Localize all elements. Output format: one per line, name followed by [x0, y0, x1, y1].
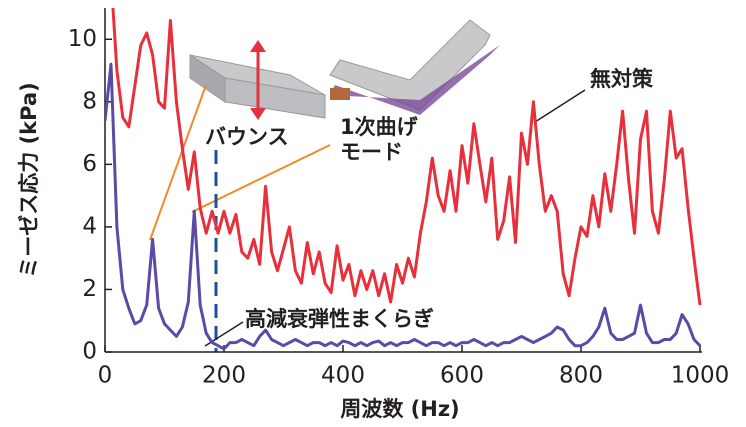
series-label: 無対策: [590, 67, 654, 91]
leader-line: [192, 145, 330, 212]
x-tick-label: 400: [321, 363, 365, 389]
annotation: バウンス: [205, 125, 289, 149]
y-tick-label: 10: [68, 26, 97, 52]
bounce-image: [190, 40, 325, 120]
annotation: 1次曲げ: [340, 115, 419, 139]
series-line: [111, 0, 700, 305]
y-tick-label: 6: [82, 151, 97, 177]
x-tick-label: 800: [559, 363, 603, 389]
bending-image: [330, 20, 500, 115]
x-tick-label: 200: [202, 363, 246, 389]
y-tick-label: 4: [82, 213, 97, 239]
y-tick-label: 8: [82, 88, 97, 114]
x-tick-label: 0: [98, 363, 113, 389]
y-axis-label: ミーゼス応力 (kPa): [17, 82, 41, 277]
x-axis-label: 周波数 (Hz): [340, 397, 459, 421]
x-tick-label: 600: [440, 363, 484, 389]
y-tick-label: 0: [82, 339, 97, 365]
series-label: 高減衰弾性まくらぎ: [245, 307, 434, 331]
y-tick-label: 2: [82, 276, 97, 302]
annotation: モード: [340, 140, 403, 164]
chart: ミーゼス応力 (kPa) 周波数 (Hz) 無対策 高減衰弾性まくらぎ バウンス…: [0, 0, 746, 427]
leader-line: [535, 90, 585, 122]
x-tick-label: 1000: [671, 363, 730, 389]
